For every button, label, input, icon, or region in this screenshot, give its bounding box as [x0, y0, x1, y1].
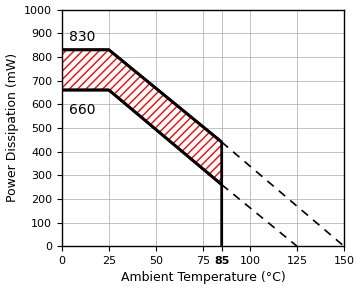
Text: 660: 660 [69, 103, 96, 117]
Polygon shape [62, 50, 222, 185]
X-axis label: Ambient Temperature (°C): Ambient Temperature (°C) [121, 271, 285, 284]
Text: 830: 830 [69, 30, 96, 44]
Y-axis label: Power Dissipation (mW): Power Dissipation (mW) [5, 53, 19, 202]
Polygon shape [62, 50, 222, 185]
